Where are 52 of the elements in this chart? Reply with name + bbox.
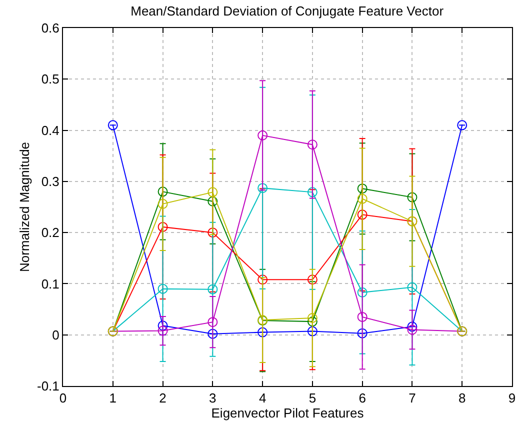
- y-tick-label: 0.1: [41, 276, 60, 292]
- y-axis-title: Normalized Magnitude: [16, 142, 32, 272]
- point: [158, 198, 168, 209]
- point: [258, 327, 268, 338]
- point: [208, 317, 218, 328]
- point: [307, 316, 318, 327]
- x-tick-label: 5: [308, 390, 316, 406]
- point: [357, 210, 368, 220]
- y-tick-label: 0.4: [41, 122, 60, 138]
- point: [357, 184, 368, 194]
- point: [307, 312, 318, 323]
- point: [407, 192, 418, 202]
- y-tick-label: 0: [52, 327, 60, 342]
- point: [208, 196, 218, 206]
- point: [158, 284, 168, 294]
- x-tick-label: 3: [209, 390, 216, 406]
- x-tick-label: 2: [159, 390, 166, 406]
- point: [158, 320, 168, 331]
- x-tick-label: 4: [258, 390, 266, 406]
- x-axis-title: Eigenvector Pilot Features: [211, 406, 364, 421]
- x-tick-label: 9: [508, 390, 516, 406]
- point: [158, 186, 168, 197]
- point: [357, 328, 368, 338]
- point: [407, 322, 418, 332]
- point: [208, 284, 218, 294]
- point: [208, 187, 218, 198]
- y-tick-label: -0.1: [36, 378, 60, 394]
- point: [258, 183, 268, 194]
- point: [357, 287, 368, 298]
- point: [407, 324, 418, 335]
- y-tick-label: 0.2: [41, 225, 60, 240]
- point: [307, 326, 318, 336]
- point: [208, 328, 218, 339]
- y-tick-label: 0.3: [41, 174, 60, 189]
- point: [307, 140, 318, 150]
- point: [307, 187, 318, 198]
- point: [208, 228, 218, 238]
- y-tick-label: 0.5: [41, 72, 60, 87]
- x-tick-label: 6: [358, 390, 366, 406]
- x-tick-label: 7: [408, 390, 416, 406]
- point: [158, 326, 168, 336]
- point: [357, 312, 368, 322]
- point: [307, 274, 318, 285]
- y-tick-label: 0.6: [41, 20, 60, 36]
- point: [258, 274, 268, 285]
- chart-title: Mean/Standard Deviation of Conjugate Feature Vector: [130, 3, 444, 18]
- point: [258, 130, 268, 140]
- point: [407, 282, 418, 292]
- x-tick-label: 8: [458, 390, 466, 406]
- point: [357, 194, 368, 204]
- x-tick-label: 1: [109, 390, 117, 406]
- point: [158, 222, 168, 232]
